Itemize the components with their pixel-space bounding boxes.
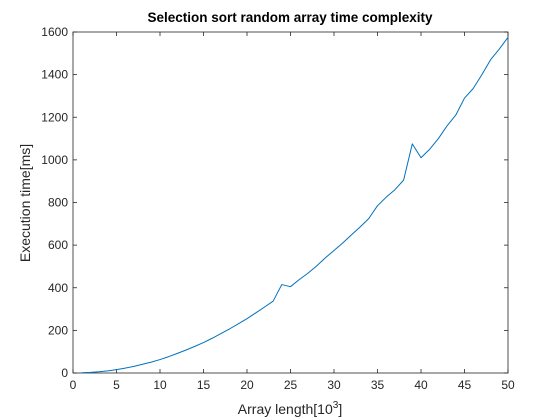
plot-frame [72, 31, 509, 374]
y-tick-label: 1600 [41, 25, 68, 39]
x-tick-label: 5 [113, 378, 120, 392]
series-layer [81, 37, 509, 374]
x-tick-label: 50 [501, 378, 515, 392]
x-axis-label: Array length[103] [238, 400, 342, 417]
y-tick-label: 1000 [41, 153, 68, 167]
y-axis: 0 200 400 600 800 1000 1200 1400 1600 [41, 25, 508, 380]
y-tick-label: 1200 [41, 110, 68, 124]
x-tick-label: 15 [197, 378, 211, 392]
x-axis: 0 5 10 15 20 25 30 35 40 45 50 [70, 32, 515, 392]
x-tick-label: 45 [458, 378, 472, 392]
x-tick-label: 40 [414, 378, 428, 392]
x-tick-label: 20 [240, 378, 254, 392]
x-tick-label: 0 [70, 378, 77, 392]
plot-area [72, 31, 509, 374]
y-tick-label: 600 [48, 238, 68, 252]
x-axis-label-suffix: ] [338, 401, 342, 417]
x-tick-label: 30 [327, 378, 341, 392]
y-tick-label: 0 [61, 366, 68, 380]
series-line [81, 37, 509, 374]
x-tick-label: 35 [371, 378, 385, 392]
y-tick-label: 800 [48, 196, 68, 210]
x-tick-label: 10 [153, 378, 167, 392]
y-tick-label: 400 [48, 281, 68, 295]
chart-title: Selection sort random array time complex… [147, 10, 433, 25]
y-axis-label: Execution time[ms] [17, 144, 33, 262]
x-axis-label-main: Array length[10 [238, 401, 333, 417]
y-tick-label: 1400 [41, 68, 68, 82]
y-tick-label: 200 [48, 323, 68, 337]
x-axis-label-superscript: 3 [333, 400, 339, 411]
x-tick-label: 25 [284, 378, 298, 392]
